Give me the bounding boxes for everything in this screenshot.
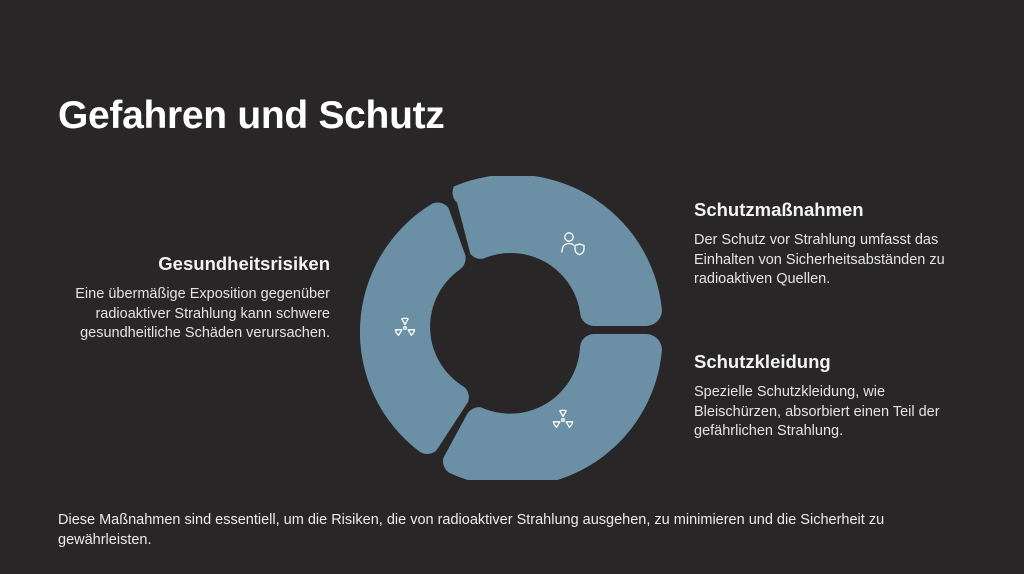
diagram-segment-schutzkleidung: [443, 334, 662, 480]
radiation-icon: [552, 409, 574, 428]
section-text: Spezielle Schutzkleidung, wie Bleischürz…: [694, 384, 940, 439]
section-schutzkleidung: Schutzkleidung Spezielle Schutzkleidung,…: [694, 351, 964, 442]
section-heading: Schutzkleidung: [694, 351, 831, 372]
slide-title: Gefahren und Schutz: [58, 94, 445, 137]
diagram-segment-gesundheitsrisiken: [360, 202, 469, 454]
diagram-segment-schutzmassnahmen: [452, 176, 662, 326]
slide-footer-text: Diese Maßnahmen sind essentiell, um die …: [58, 512, 885, 548]
person-shield-icon: [561, 232, 585, 256]
cycle-diagram: [360, 176, 662, 480]
section-heading: Gesundheitsrisiken: [158, 253, 330, 274]
section-gesundheitsrisiken: Gesundheitsrisiken Eine übermäßige Expos…: [70, 253, 330, 344]
section-heading: Schutzmaßnahmen: [694, 199, 864, 220]
section-text: Eine übermäßige Exposition gegenüber rad…: [75, 286, 330, 341]
section-text: Der Schutz vor Strahlung umfasst das Ein…: [694, 232, 945, 287]
section-schutzmassnahmen: Schutzmaßnahmen Der Schutz vor Strahlung…: [694, 199, 964, 290]
radiation-icon: [394, 317, 416, 336]
